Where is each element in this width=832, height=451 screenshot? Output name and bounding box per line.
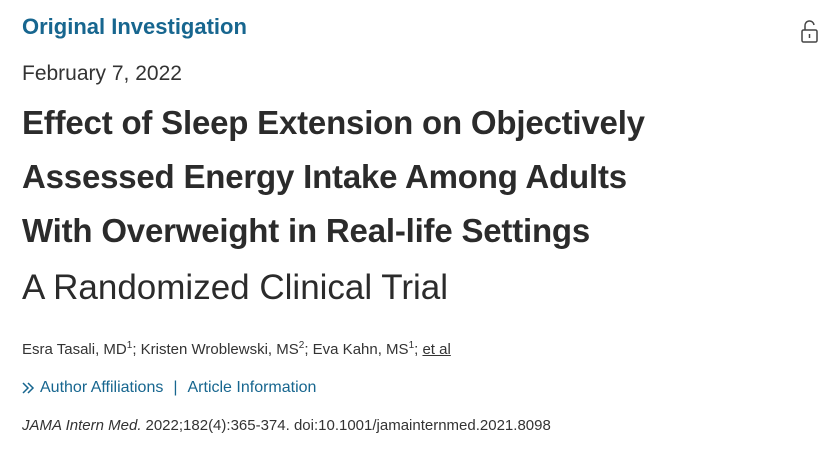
journal: JAMA Intern Med. (22, 417, 142, 434)
title-line: With Overweight in Real-life Settings (22, 212, 591, 249)
author-list: Esra Tasali, MD1; Kristen Wroblewski, MS… (22, 340, 451, 358)
citation-details: 2022;182(4):365-374. doi:10.1001/jamaint… (145, 417, 551, 434)
section-label: Original Investigation (22, 14, 247, 39)
title-line: Assessed Energy Intake Among Adults (22, 158, 627, 195)
affiliation: 1 (408, 340, 415, 351)
separator: ; (132, 341, 137, 358)
author-name: Kristen Wroblewski, MS (140, 341, 299, 358)
citation: JAMA Intern Med. 2022;182(4):365-374. doi… (22, 417, 551, 434)
chevron-icon (22, 382, 35, 394)
divider: | (173, 379, 178, 396)
subtitle: A Randomized Clinical Trial (22, 268, 449, 307)
separator: ; (304, 341, 309, 358)
link[interactable]: Article Information (187, 379, 317, 396)
et-al-link[interactable]: et al (422, 341, 451, 358)
author-name: Esra Tasali, MD (22, 341, 127, 358)
link[interactable]: Author Affiliations (40, 379, 164, 396)
author-name: Eva Kahn, MS (312, 341, 409, 358)
separator: ; (414, 341, 419, 358)
publish-date: February 7, 2022 (22, 62, 182, 85)
info-links: Author Affiliations | Article Informatio… (22, 379, 316, 397)
open-access-icon (801, 20, 818, 43)
affiliation: 2 (298, 340, 305, 351)
affiliation: 1 (126, 340, 133, 351)
title-line: Effect of Sleep Extension on Objectively (22, 104, 645, 141)
